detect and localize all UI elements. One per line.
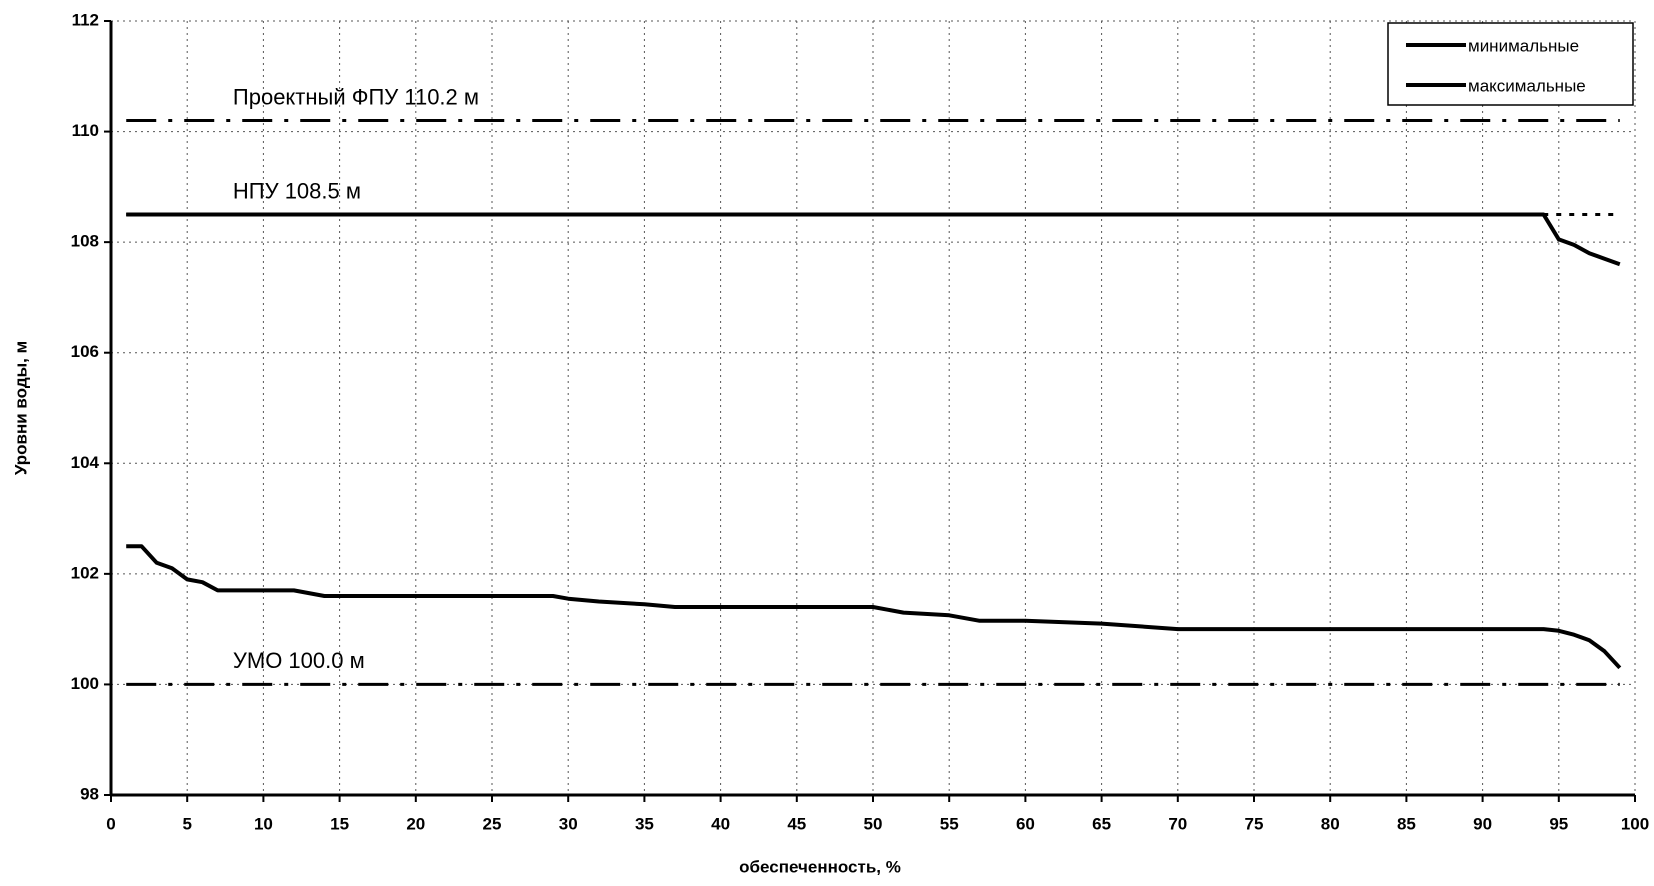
- reference-label: НПУ 108.5 м: [233, 178, 361, 203]
- x-tick-label: 75: [1245, 814, 1264, 833]
- legend-box: [1387, 22, 1634, 106]
- x-tick-label: 50: [864, 814, 883, 833]
- y-axis-title: Уровни воды, м: [11, 341, 30, 475]
- x-tick-label: 100: [1621, 814, 1649, 833]
- x-tick-label: 0: [106, 814, 115, 833]
- x-tick-label: 90: [1473, 814, 1492, 833]
- x-axis-title: обеспеченность, %: [739, 857, 901, 876]
- x-tick-label: 80: [1321, 814, 1340, 833]
- y-tick-label: 112: [72, 10, 99, 29]
- series-line: [126, 212, 1621, 267]
- y-tick-label: 106: [71, 342, 99, 361]
- x-tick-label: 5: [182, 814, 191, 833]
- x-tick-label: 95: [1549, 814, 1568, 833]
- x-tick-label: 65: [1092, 814, 1111, 833]
- y-tick-label: 108: [71, 232, 99, 251]
- legend-label: минимальные: [1468, 36, 1579, 55]
- x-tick-label: 30: [559, 814, 578, 833]
- x-tick-label: 40: [711, 814, 730, 833]
- x-tick-label: 10: [254, 814, 273, 833]
- y-tick-label: 102: [71, 563, 99, 582]
- x-tick-label: 60: [1016, 814, 1035, 833]
- x-tick-label: 85: [1397, 814, 1416, 833]
- y-tick-label: 110: [72, 121, 99, 140]
- x-tick-label: 25: [483, 814, 502, 833]
- legend-label: максимальные: [1468, 76, 1586, 95]
- x-tick-label: 45: [787, 814, 806, 833]
- series-line: [126, 544, 1622, 670]
- x-tick-label: 15: [330, 814, 349, 833]
- x-tick-label: 55: [940, 814, 959, 833]
- reference-label: УМО 100.0 м: [233, 648, 365, 673]
- reference-label: Проектный ФПУ 110.2 м: [233, 84, 479, 109]
- x-tick-label: 20: [406, 814, 425, 833]
- y-tick-label: 98: [80, 784, 99, 803]
- x-tick-label: 35: [635, 814, 654, 833]
- y-tick-label: 100: [71, 674, 99, 693]
- y-tick-label: 104: [71, 453, 100, 472]
- x-tick-label: 70: [1168, 814, 1187, 833]
